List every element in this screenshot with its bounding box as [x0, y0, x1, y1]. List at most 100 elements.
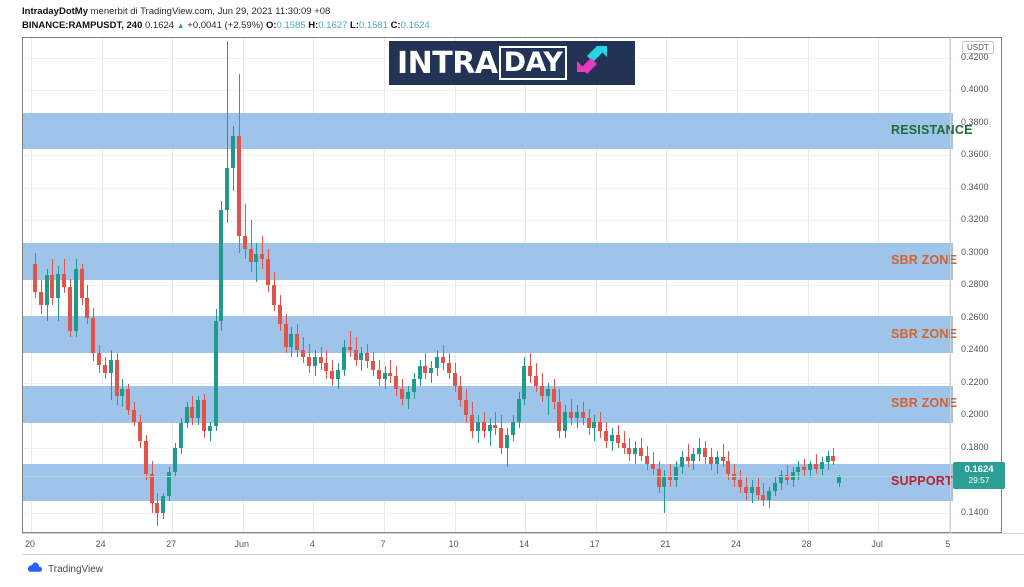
candle-body [161, 496, 166, 513]
candle-body [808, 463, 813, 471]
tradingview-watermark: TradingView [27, 560, 103, 578]
publisher-line: IntradayDotMy menerbit di TradingView.co… [22, 6, 1024, 18]
candle-body [627, 447, 632, 454]
candle-wick [722, 444, 724, 467]
price-plot-area[interactable] [23, 38, 953, 532]
gridline-horizontal [23, 382, 953, 384]
candle-body [277, 304, 282, 324]
candle-wick [110, 350, 112, 401]
chart-header: IntradayDotMy menerbit di TradingView.co… [0, 0, 1024, 36]
candle-body [802, 467, 807, 471]
candle-body [231, 135, 236, 168]
candle-wick [209, 421, 211, 441]
candle-body [784, 475, 789, 480]
candle-body [143, 441, 148, 474]
candle-body [382, 372, 387, 380]
time-axis-tick: 24 [95, 539, 106, 549]
direction-arrow-icon: ▲ [176, 21, 185, 30]
candle-body [132, 410, 137, 422]
candle-body [505, 434, 509, 448]
candle-body [569, 411, 574, 419]
candle-body [837, 476, 842, 484]
candle-body [289, 333, 294, 347]
candle-body [586, 418, 591, 428]
currency-badge: USDT [962, 41, 994, 54]
candle-body [452, 372, 457, 386]
candle-body [639, 447, 644, 456]
candle-body [493, 424, 498, 428]
candle-body [464, 400, 469, 415]
candle-body [225, 168, 230, 211]
candle-body [400, 389, 405, 399]
price-zone[interactable] [23, 385, 953, 424]
publisher-byline: menerbit di TradingView.com, Jun 29, 202… [90, 6, 331, 17]
candle-body [440, 356, 445, 363]
candle-wick [489, 418, 491, 446]
gridline-horizontal [23, 285, 953, 286]
low-label: L: [349, 20, 359, 31]
candle-body [196, 400, 201, 419]
candle-body [679, 457, 684, 467]
high-label: H: [308, 20, 319, 31]
candle-body [207, 426, 212, 432]
candle-body [551, 389, 556, 402]
candle-body [458, 385, 463, 401]
time-axis[interactable]: 20 24 27 Jun 4 7 10 14 17 21 24 28 Jul 5 [22, 533, 1024, 555]
candle-body [353, 350, 358, 360]
time-axis-tick: 27 [166, 539, 177, 549]
candle-wick [244, 203, 246, 259]
tradingview-logo-icon [27, 560, 43, 578]
candle-body [796, 467, 801, 472]
publisher-name: IntradayDotMy [22, 6, 88, 17]
candle-body [306, 356, 311, 367]
candle-body [219, 210, 224, 321]
time-axis-tick: 10 [448, 539, 459, 549]
candle-body [668, 476, 673, 480]
price-zone[interactable] [23, 315, 953, 354]
high-value: 0.1627 [318, 20, 348, 31]
price-axis-tick: 0.3400 [961, 181, 989, 192]
tradingview-watermark-label: TradingView [48, 563, 104, 575]
candle-body [615, 434, 620, 443]
candle-body [359, 353, 364, 360]
price-zone[interactable] [23, 242, 953, 281]
chart-canvas[interactable]: RESISTANCE SBR ZONE SBR ZONE SBR ZONE SUPPOR… [22, 37, 1002, 533]
candle-body [97, 353, 102, 365]
price-zone[interactable] [23, 112, 953, 149]
candle-body [697, 447, 702, 454]
candle-body [650, 463, 655, 469]
price-axis-tick: 0.2400 [961, 344, 989, 354]
bar-countdown: 29:57 [968, 475, 990, 486]
price-axis[interactable]: USDT 0.4200 0.4000 0.3800 0.3600 0.3400 0.320… [950, 37, 1024, 533]
candle-body [347, 346, 352, 350]
zone-label: SBR ZONE [891, 253, 958, 268]
candle-wick [507, 428, 508, 467]
candle-body [312, 356, 317, 367]
time-axis-tick: Jun [234, 539, 250, 549]
price-axis-tick: 0.3600 [961, 149, 989, 159]
candle-body [330, 371, 335, 380]
candle-body [475, 421, 480, 432]
candle-body [761, 494, 766, 500]
candle-body [720, 457, 725, 461]
time-axis-tick: 17 [589, 539, 600, 549]
candle-wick [664, 470, 666, 513]
candle-body [423, 366, 428, 373]
candle-body [126, 389, 131, 411]
gridline-horizontal [23, 187, 953, 189]
candle-body [790, 471, 795, 480]
candle-body [318, 356, 323, 363]
candle-wick [495, 411, 497, 435]
symbol-quote-line: BINANCE:RAMPUSDT, 240 0.1624 ▲ +0.0041 (… [22, 19, 1024, 32]
candle-body [598, 421, 603, 432]
intraday-logo: INTRA DAY [389, 41, 635, 85]
candle-body [178, 423, 183, 448]
candle-body [470, 415, 475, 432]
candle-body [149, 473, 154, 503]
candle-body [394, 376, 399, 389]
candle-body [528, 366, 533, 376]
candle-body [481, 421, 486, 432]
candle-body [155, 502, 160, 513]
candle-body [91, 317, 96, 354]
candle-body [50, 275, 55, 298]
